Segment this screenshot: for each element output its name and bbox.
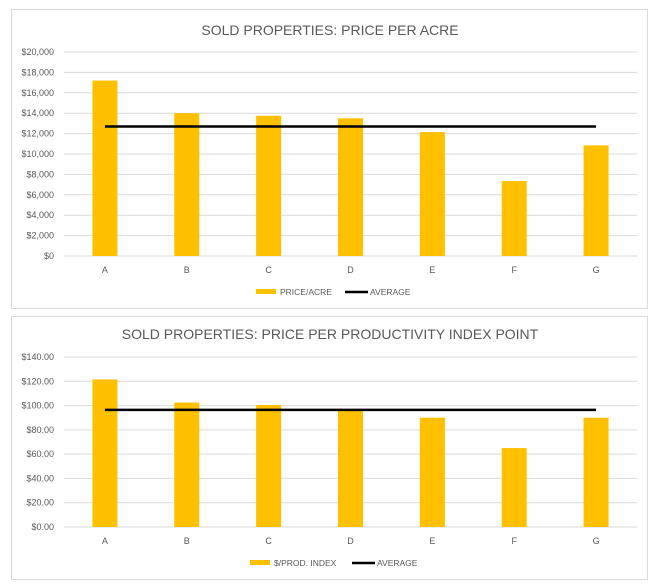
x-tick-label: C [265,536,272,546]
bar-F [501,448,527,527]
x-tick-label: A [102,265,108,275]
y-axis-ticks: $0 $2,000 $4,000 $6,000 $8,000 $10,000 $12,000… [21,47,54,261]
x-axis-ticks: A B C D E F G [102,265,600,275]
y-tick-label: $4,000 [26,210,54,220]
price-per-acre-plot: SOLD PROPERTIES: PRICE PER ACRE $0 $2,000… [21,22,637,297]
x-tick-label: G [593,536,600,546]
y-tick-label: $40.00 [26,473,54,483]
bar-E [419,132,445,256]
legend: $/PROD. INDEX AVERAGE [250,558,418,568]
x-tick-label: A [102,536,108,546]
legend-swatch-bar [256,289,276,294]
y-tick-label: $0.00 [31,522,54,532]
bar-G [583,145,609,256]
bar-series [92,80,609,256]
legend-label-bar: PRICE/ACRE [280,287,332,297]
price-per-productivity-index-plot: SOLD PROPERTIES: PRICE PER PRODUCTIVITY … [21,326,637,568]
y-tick-label: $16,000 [21,88,54,98]
legend-label-line: AVERAGE [370,287,411,297]
x-tick-label: D [347,265,354,275]
x-tick-label: F [511,265,517,275]
chart-title: SOLD PROPERTIES: PRICE PER ACRE [201,22,458,38]
y-tick-label: $2,000 [26,231,54,241]
y-tick-label: $60.00 [26,449,54,459]
bar-series [92,379,609,527]
x-tick-label: C [265,265,272,275]
price-per-acre-chart: SOLD PROPERTIES: PRICE PER ACRE $0 $2,000… [11,9,648,309]
chart-title: SOLD PROPERTIES: PRICE PER PRODUCTIVITY … [122,326,539,342]
bar-G [583,417,609,527]
bar-D [338,409,363,527]
x-tick-label: B [184,265,190,275]
legend-swatch-bar [250,560,270,565]
y-tick-label: $18,000 [21,67,54,77]
y-tick-label: $120.00 [21,376,54,386]
bar-A [92,80,118,256]
y-tick-label: $100.00 [21,401,54,411]
x-tick-label: E [429,265,435,275]
legend-label-line: AVERAGE [377,558,418,568]
price-per-productivity-index-chart: SOLD PROPERTIES: PRICE PER PRODUCTIVITY … [11,316,648,580]
y-tick-label: $0 [44,251,54,261]
bar-C [256,404,282,527]
y-tick-label: $140.00 [21,352,54,362]
legend: PRICE/ACRE AVERAGE [256,287,411,297]
y-tick-label: $80.00 [26,425,54,435]
x-tick-label: F [511,536,517,546]
x-tick-label: B [184,536,190,546]
y-tick-label: $6,000 [26,190,54,200]
x-tick-label: D [347,536,354,546]
bar-E [419,417,445,527]
bar-C [256,115,282,256]
bar-D [338,118,363,256]
legend-label-bar: $/PROD. INDEX [274,558,337,568]
bar-F [501,181,527,256]
x-tick-label: G [593,265,600,275]
y-axis-ticks: $0.00 $20.00 $40.00 $60.00 $80.00 $100.00 $120… [21,352,54,532]
y-tick-label: $8,000 [26,169,54,179]
y-tick-label: $14,000 [21,108,54,118]
bar-A [92,379,118,527]
x-tick-label: E [429,536,435,546]
bar-B [174,402,200,527]
y-tick-label: $12,000 [21,129,54,139]
y-tick-label: $10,000 [21,149,54,159]
bar-B [174,113,200,256]
x-axis-ticks: A B C D E F G [102,536,600,546]
y-tick-label: $20,000 [21,47,54,57]
y-tick-label: $20.00 [26,498,54,508]
